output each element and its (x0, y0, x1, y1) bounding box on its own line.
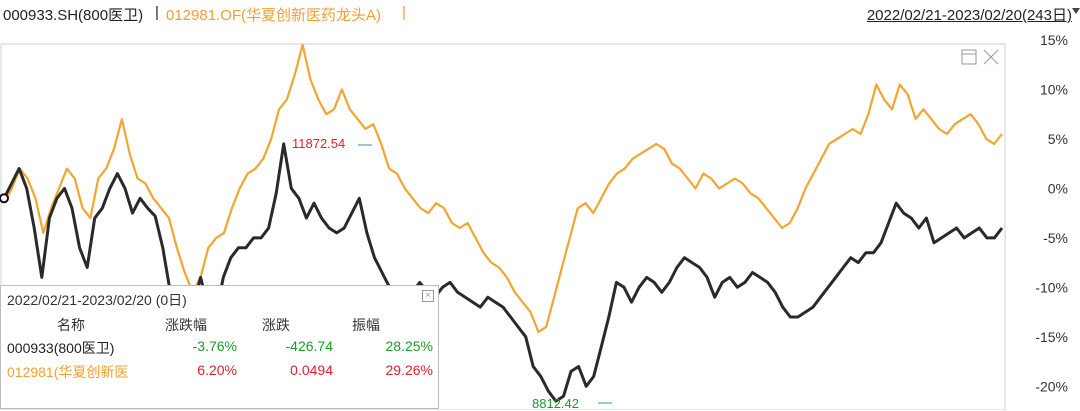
y-tick-label: -20% (1035, 378, 1068, 394)
fund-title[interactable]: 012981.OF(华夏创新医药龙头A) (166, 7, 382, 24)
chevron-down-icon[interactable] (1072, 8, 1080, 14)
col-header-change: 涨跌 (262, 317, 290, 333)
col-header-amplitude: 振幅 (352, 317, 380, 333)
col-header-name: 名称 (57, 317, 85, 333)
chart-header: 000933.SH(800医卫) | 012981.OF(华夏创新医药龙头A) … (0, 0, 1080, 26)
y-axis: 15% 10% 5% 0% -5% -10% -15% -20% (1035, 32, 1068, 394)
y-tick-label: 15% (1040, 32, 1068, 48)
y-tick-label: 5% (1048, 131, 1068, 147)
header-separator: | (155, 4, 159, 21)
legend-title: 2022/02/21-2023/02/20 (0日) (7, 292, 187, 308)
series-start-marker (0, 193, 9, 204)
legend-row-fund[interactable]: 012981(华夏创新医 6.20% 0.0494 29.26% (1, 360, 438, 382)
row-change: 0.0494 (290, 362, 333, 378)
date-range-selector[interactable]: 2022/02/21-2023/02/20(243日) (866, 7, 1072, 24)
y-tick-label: 10% (1040, 81, 1068, 97)
close-icon[interactable]: × (422, 290, 434, 302)
legend-row-index[interactable]: 000933(800医卫) -3.76% -426.74 28.25% (1, 336, 438, 358)
row-change-pct: 6.20% (197, 362, 237, 378)
row-amplitude: 29.26% (385, 362, 433, 378)
index-title[interactable]: 000933.SH(800医卫) (3, 7, 144, 24)
plot-border (0, 43, 1006, 410)
legend-header-row: 名称 涨跌幅 涨跌 振幅 (1, 313, 438, 335)
y-tick-label: -5% (1043, 230, 1068, 246)
legend-panel: 2022/02/21-2023/02/20 (0日) × 名称 涨跌幅 涨跌 振… (0, 285, 439, 409)
row-amplitude: 28.25% (385, 338, 433, 354)
y-tick-label: -15% (1035, 329, 1068, 345)
row-name: 000933(800医卫) (7, 340, 115, 356)
header-separator: | (402, 4, 406, 21)
low-annotation: 8812.42 (532, 396, 579, 411)
y-tick-label: 0% (1048, 180, 1068, 196)
row-change: -426.74 (285, 338, 333, 354)
high-annotation: 11872.54 (292, 136, 346, 151)
row-name: 012981(华夏创新医 (7, 364, 129, 380)
row-change-pct: -3.76% (192, 338, 237, 354)
maximize-icon[interactable] (961, 49, 977, 65)
close-icon[interactable] (983, 49, 999, 65)
col-header-change-pct: 涨跌幅 (165, 317, 207, 333)
y-tick-label: -10% (1035, 279, 1068, 295)
fund-series-line (3, 43, 1003, 333)
